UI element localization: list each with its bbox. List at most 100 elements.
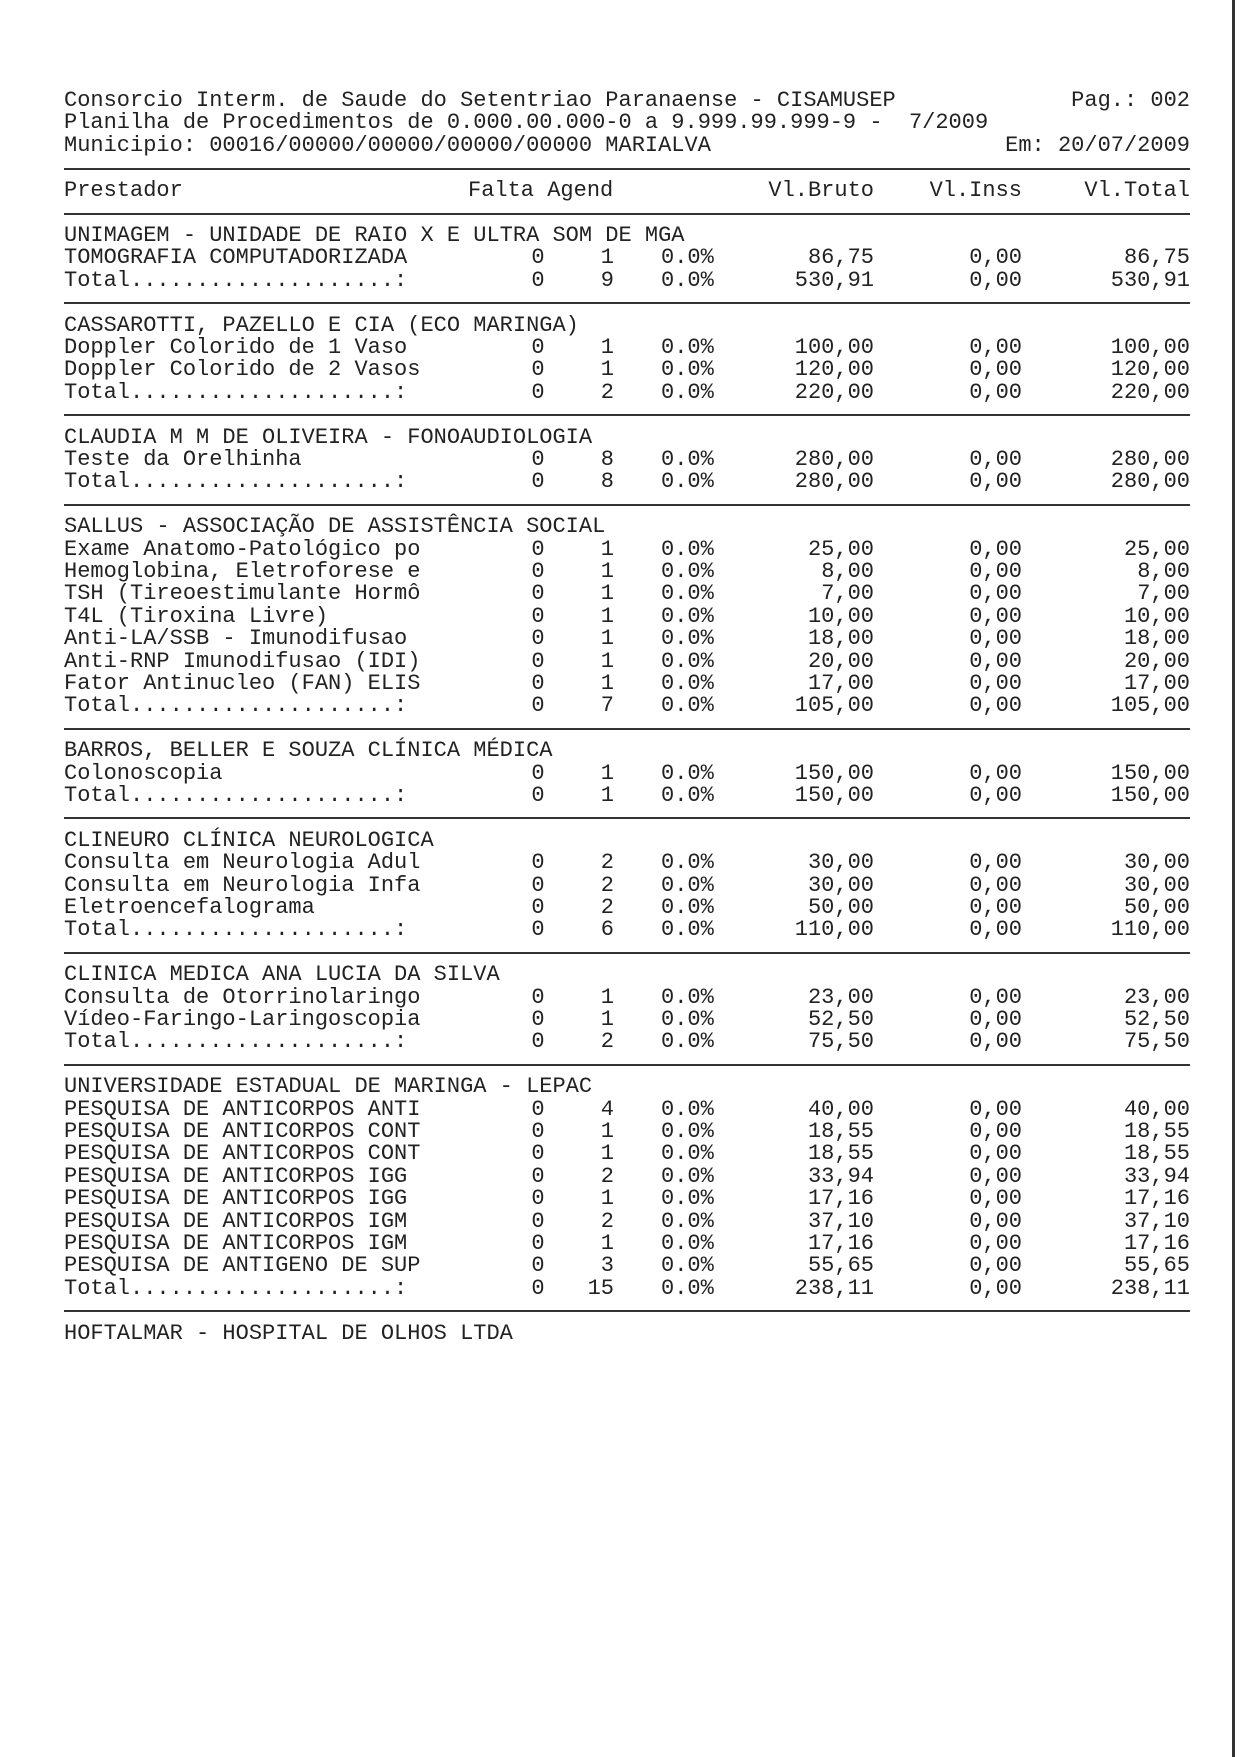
cell-agend: 2 bbox=[600, 1208, 614, 1234]
cell-bruto: 37,10 bbox=[807, 1208, 874, 1234]
cell-agend: 7 bbox=[600, 693, 614, 719]
cell-inss: 0,00 bbox=[969, 626, 1022, 652]
cell-pct: 0.0% bbox=[661, 1208, 714, 1234]
cell-name: Total....................: bbox=[64, 379, 408, 405]
cell-inss: 0,00 bbox=[969, 447, 1022, 472]
cell-agend: 2 bbox=[600, 872, 614, 898]
cell-pct: 0.0% bbox=[661, 1275, 714, 1301]
cell-agend: 1 bbox=[600, 1007, 614, 1032]
cell-name: Total....................: bbox=[64, 917, 408, 943]
cell-name: Teste da Orelhinha bbox=[64, 447, 302, 472]
cell-bruto: 530,91 bbox=[794, 267, 874, 293]
table-row: PESQUISA DE ANTICORPOS IGM 0 1 0.0% 17,16 0,0… bbox=[0, 1231, 1244, 1256]
cell-total: 17,16 bbox=[1123, 1186, 1190, 1212]
cell-name: PESQUISA DE ANTICORPOS CONT bbox=[64, 1119, 421, 1144]
report-date: Em: 20/07/2009 bbox=[1005, 132, 1190, 158]
cell-name: PESQUISA DE ANTICORPOS IGM bbox=[64, 1208, 408, 1234]
cell-inss: 0,00 bbox=[969, 984, 1022, 1010]
table-row: T4L (Tiroxina Livre) 0 1 0.0% 10,00 0,00 10,00 bbox=[0, 603, 1244, 629]
cell-bruto: 150,00 bbox=[794, 783, 874, 808]
cell-agend: 1 bbox=[600, 1141, 614, 1167]
cell-falta: 0 bbox=[531, 1141, 545, 1167]
table-row: Exame Anatomo-Patológico po 0 1 0.0% 25,00 0,… bbox=[0, 536, 1244, 562]
section-title: CLINICA MEDICA ANA LUCIA DA SILVA bbox=[0, 963, 1244, 986]
cell-total: 37,10 bbox=[1123, 1208, 1190, 1234]
divider bbox=[64, 951, 1190, 954]
cell-bruto: 18,00 bbox=[807, 626, 874, 652]
cell-bruto: 10,00 bbox=[807, 603, 874, 629]
cell-total: 100,00 bbox=[1110, 335, 1190, 360]
table-row: TOMOGRAFIA COMPUTADORIZADA 0 1 0.0% 86,75 0,0… bbox=[0, 245, 1244, 271]
cell-agend: 1 bbox=[600, 1231, 614, 1256]
cell-pct: 0.0% bbox=[661, 648, 714, 674]
cell-name: Total....................: bbox=[64, 469, 408, 495]
section-title: SALLUS - ASSOCIAÇÃO DE ASSISTÊNCIA SOCIA… bbox=[0, 514, 1244, 540]
prestador-name: SALLUS - ASSOCIAÇÃO DE ASSISTÊNCIA SOCIA… bbox=[64, 514, 606, 540]
cell-total: 150,00 bbox=[1110, 760, 1190, 786]
total-row: Total....................: 0 6 0.0% 110,00 0,… bbox=[0, 917, 1244, 943]
cell-falta: 0 bbox=[531, 1163, 545, 1189]
cell-inss: 0,00 bbox=[969, 1186, 1022, 1212]
cell-pct: 0.0% bbox=[661, 447, 714, 472]
total-row: Total....................: 0 1 0.0% 150,00 0,… bbox=[0, 783, 1244, 808]
report-title: Consorcio Interm. de Saude do Setentriao… bbox=[64, 88, 896, 113]
cell-bruto: 52,50 bbox=[807, 1007, 874, 1032]
cell-name: Consulta em Neurologia Infa bbox=[64, 872, 421, 898]
cell-inss: 0,00 bbox=[969, 335, 1022, 360]
cell-falta: 0 bbox=[531, 469, 545, 495]
cell-pct: 0.0% bbox=[661, 245, 714, 271]
cell-inss: 0,00 bbox=[969, 760, 1022, 786]
cell-total: 8,00 bbox=[1137, 559, 1190, 584]
cell-name: Total....................: bbox=[64, 267, 408, 293]
cell-inss: 0,00 bbox=[969, 850, 1022, 876]
col-falta-agend: Falta Agend bbox=[468, 177, 614, 203]
cell-name: Total....................: bbox=[64, 1275, 408, 1301]
cell-bruto: 7,00 bbox=[821, 581, 874, 607]
cell-falta: 0 bbox=[531, 536, 545, 562]
divider bbox=[64, 817, 1190, 820]
table-row: PESQUISA DE ANTICORPOS IGM 0 2 0.0% 37,10 0,0… bbox=[0, 1208, 1244, 1234]
cell-inss: 0,00 bbox=[969, 1275, 1022, 1301]
cell-agend: 2 bbox=[600, 850, 614, 876]
cell-name: PESQUISA DE ANTICORPOS ANTI bbox=[64, 1096, 421, 1122]
cell-agend: 1 bbox=[600, 581, 614, 607]
total-row: Total....................: 0 9 0.0% 530,91 0,… bbox=[0, 267, 1244, 293]
cell-agend: 4 bbox=[600, 1096, 614, 1122]
cell-bruto: 17,16 bbox=[807, 1231, 874, 1256]
cell-name: Consulta em Neurologia Adul bbox=[64, 850, 421, 876]
cell-agend: 1 bbox=[600, 626, 614, 652]
cell-falta: 0 bbox=[531, 895, 545, 920]
table-row: TSH (Tireoestimulante Hormô 0 1 0.0% 7,00 0,0… bbox=[0, 581, 1244, 607]
cell-name: PESQUISA DE ANTICORPOS IGG bbox=[64, 1186, 408, 1212]
cell-total: 33,94 bbox=[1123, 1163, 1190, 1189]
cell-inss: 0,00 bbox=[969, 267, 1022, 293]
cell-total: 220,00 bbox=[1110, 379, 1190, 405]
cell-inss: 0,00 bbox=[969, 469, 1022, 495]
cell-total: 23,00 bbox=[1123, 984, 1190, 1010]
cell-bruto: 40,00 bbox=[807, 1096, 874, 1122]
cell-bruto: 75,50 bbox=[807, 1029, 874, 1055]
divider bbox=[64, 213, 1190, 215]
cell-falta: 0 bbox=[531, 559, 545, 584]
cell-pct: 0.0% bbox=[661, 559, 714, 584]
cell-inss: 0,00 bbox=[969, 783, 1022, 808]
cell-agend: 2 bbox=[600, 379, 614, 405]
cell-name: Anti-LA/SSB - Imunodifusao bbox=[64, 626, 408, 652]
table-row: PESQUISA DE ANTICORPOS ANTI 0 4 0.0% 40,00 0,… bbox=[0, 1096, 1244, 1122]
cell-pct: 0.0% bbox=[661, 671, 714, 696]
cell-total: 530,91 bbox=[1110, 267, 1190, 293]
cell-falta: 0 bbox=[531, 1096, 545, 1122]
cell-falta: 0 bbox=[531, 850, 545, 876]
cell-agend: 8 bbox=[600, 447, 614, 472]
cell-inss: 0,00 bbox=[969, 581, 1022, 607]
divider bbox=[64, 168, 1190, 170]
cell-total: 40,00 bbox=[1123, 1096, 1190, 1122]
cell-name: Doppler Colorido de 2 Vasos bbox=[64, 357, 421, 383]
table-row: PESQUISA DE ANTICORPOS CONT 0 1 0.0% 18,55 0,… bbox=[0, 1141, 1244, 1167]
table-row: Colonoscopia 0 1 0.0% 150,00 0,00 150,00 bbox=[0, 760, 1244, 786]
cell-pct: 0.0% bbox=[661, 693, 714, 719]
table-row: Consulta em Neurologia Adul 0 2 0.0% 30,00 0,… bbox=[0, 850, 1244, 876]
cell-falta: 0 bbox=[531, 581, 545, 607]
col-bruto: Vl.Bruto bbox=[768, 177, 874, 203]
cell-total: 75,50 bbox=[1123, 1029, 1190, 1055]
